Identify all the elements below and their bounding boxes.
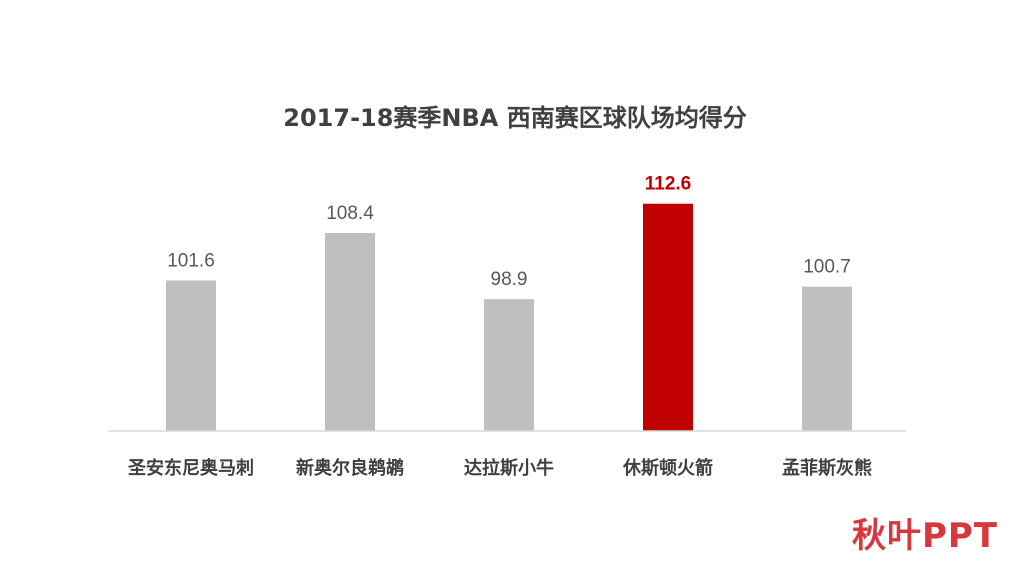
bar-2 (325, 233, 375, 431)
brand-logo: 秋叶PPT (852, 516, 998, 556)
category-label-2: 新奥尔良鹈鹕 (296, 457, 404, 479)
value-label-4: 112.6 (645, 174, 692, 195)
value-label-3: 98.9 (491, 269, 528, 290)
category-label-4: 休斯顿火箭 (622, 457, 713, 479)
bar-1 (166, 280, 216, 431)
value-labels-layer: 101.6 108.4 98.9 112.6 100.7 (167, 174, 851, 291)
bar-3 (484, 299, 534, 431)
value-label-2: 108.4 (326, 203, 374, 224)
category-label-1: 圣安东尼奥马刺 (127, 457, 254, 479)
value-label-5: 100.7 (803, 257, 851, 278)
chart-title: 2017-18赛季NBA 西南赛区球队场均得分 (283, 104, 746, 132)
value-label-1: 101.6 (167, 250, 215, 271)
bar-4 (643, 203, 693, 431)
bar-5 (802, 286, 852, 431)
category-label-3: 达拉斯小牛 (464, 457, 554, 479)
bars-layer (166, 203, 852, 431)
category-label-5: 孟菲斯灰熊 (782, 457, 872, 479)
category-labels-layer: 圣安东尼奥马刺 新奥尔良鹈鹕 达拉斯小牛 休斯顿火箭 孟菲斯灰熊 (127, 457, 872, 479)
